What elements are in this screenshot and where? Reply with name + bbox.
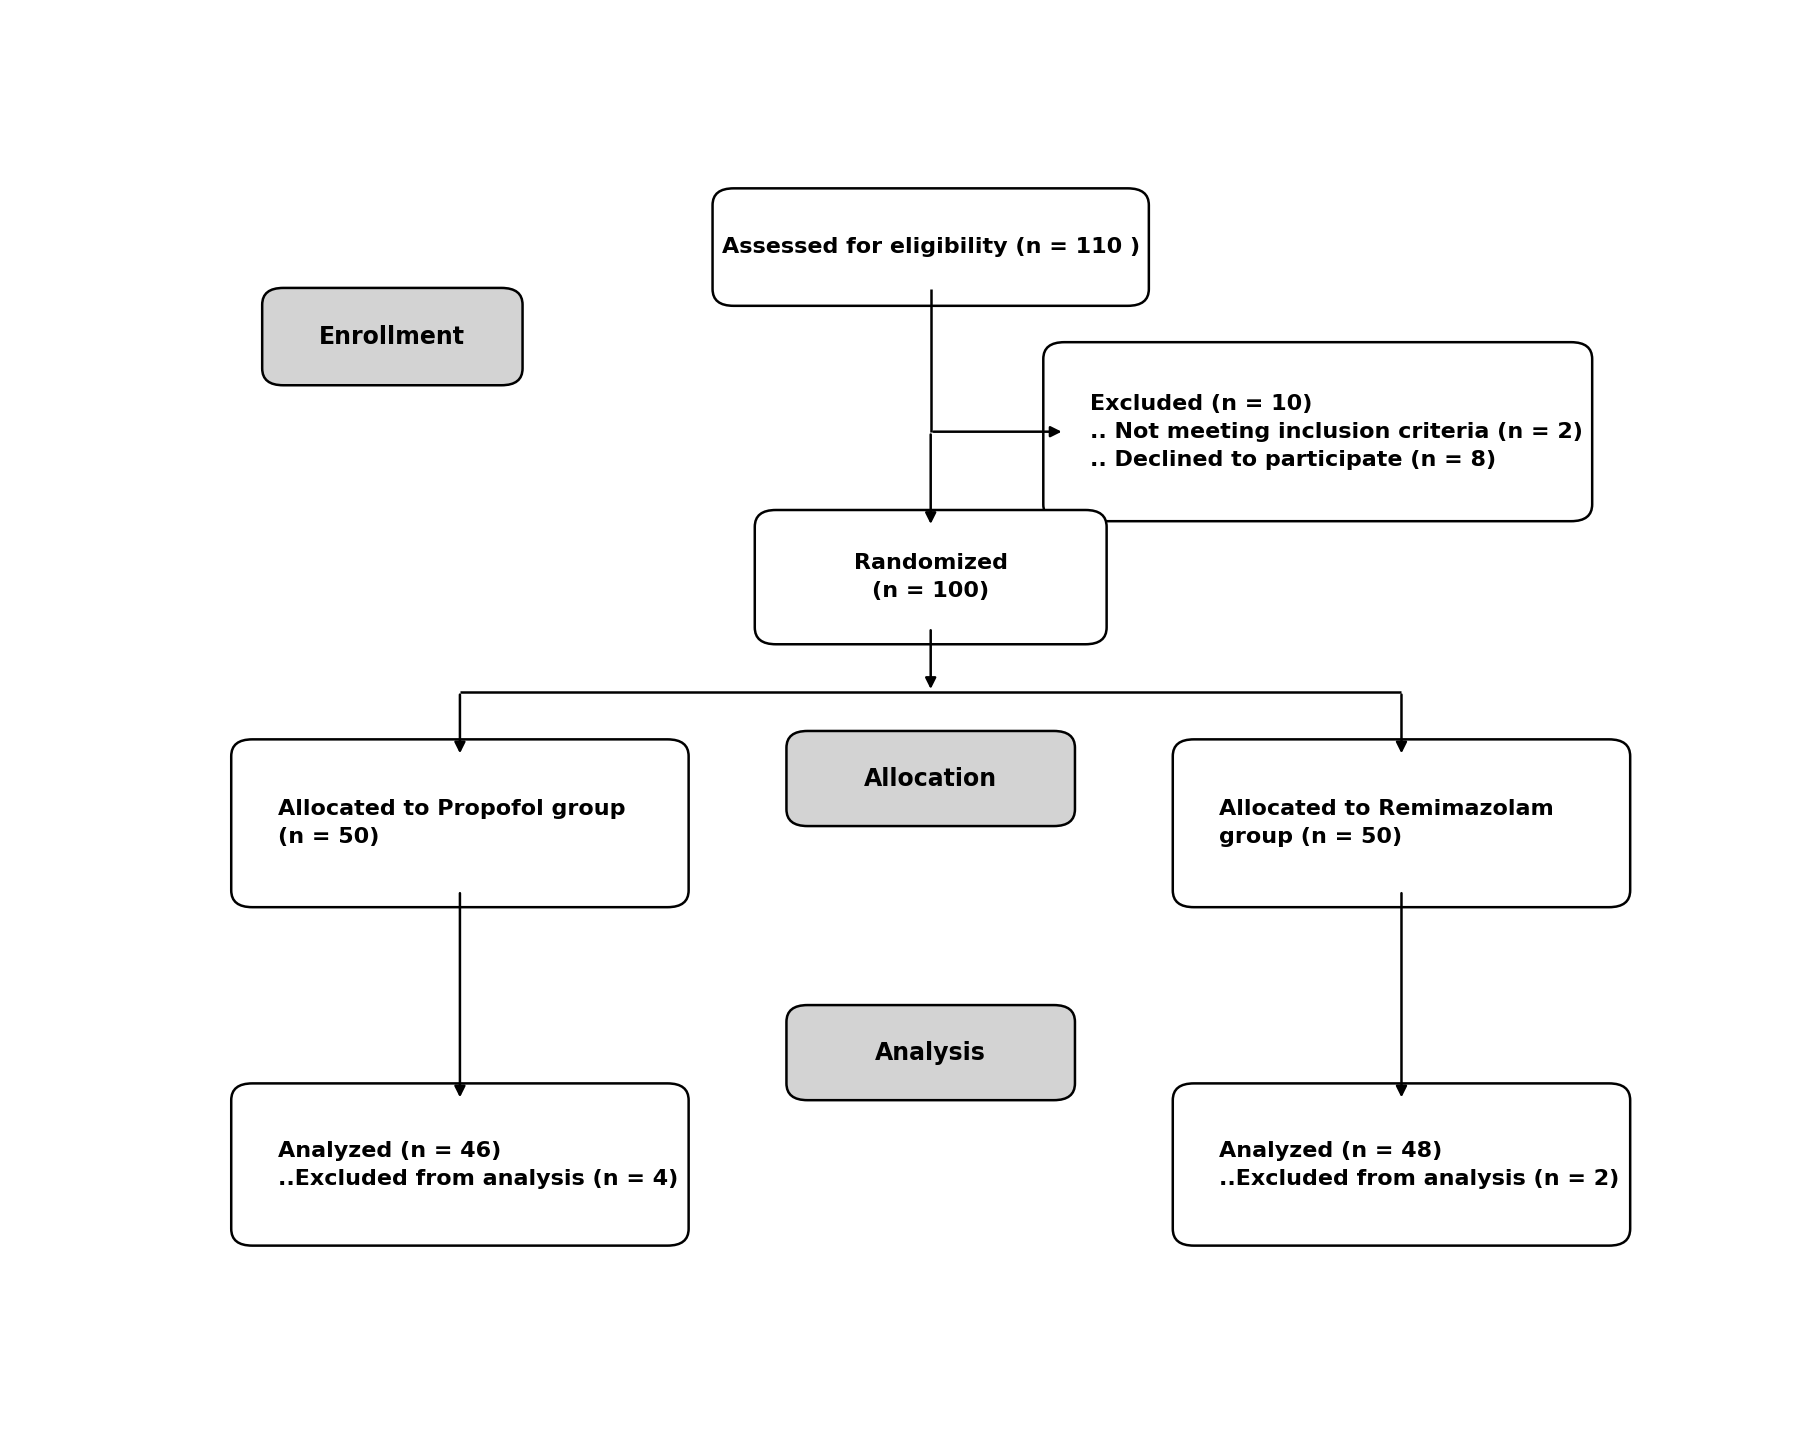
FancyBboxPatch shape <box>231 740 688 907</box>
Text: Allocated to Propofol group
(n = 50): Allocated to Propofol group (n = 50) <box>278 799 625 847</box>
FancyBboxPatch shape <box>755 510 1106 644</box>
Text: Randomized
(n = 100): Randomized (n = 100) <box>854 554 1008 602</box>
Text: Enrollment: Enrollment <box>320 324 465 349</box>
Text: Assessed for eligibility (n = 110 ): Assessed for eligibility (n = 110 ) <box>721 237 1140 257</box>
Text: Excluded (n = 10)
.. Not meeting inclusion criteria (n = 2)
.. Declined to parti: Excluded (n = 10) .. Not meeting inclusi… <box>1090 394 1582 469</box>
Text: Analysis: Analysis <box>875 1040 986 1065</box>
FancyBboxPatch shape <box>262 288 523 385</box>
FancyBboxPatch shape <box>786 731 1075 827</box>
Text: Allocated to Remimazolam
group (n = 50): Allocated to Remimazolam group (n = 50) <box>1219 799 1554 847</box>
FancyBboxPatch shape <box>231 1084 688 1245</box>
FancyBboxPatch shape <box>1173 740 1631 907</box>
Text: Analyzed (n = 48)
..Excluded from analysis (n = 2): Analyzed (n = 48) ..Excluded from analys… <box>1219 1141 1620 1189</box>
Text: Analyzed (n = 46)
..Excluded from analysis (n = 4): Analyzed (n = 46) ..Excluded from analys… <box>278 1141 677 1189</box>
FancyBboxPatch shape <box>1042 341 1593 522</box>
FancyBboxPatch shape <box>1173 1084 1631 1245</box>
Text: Allocation: Allocation <box>864 767 997 790</box>
FancyBboxPatch shape <box>786 1005 1075 1100</box>
FancyBboxPatch shape <box>712 189 1150 305</box>
